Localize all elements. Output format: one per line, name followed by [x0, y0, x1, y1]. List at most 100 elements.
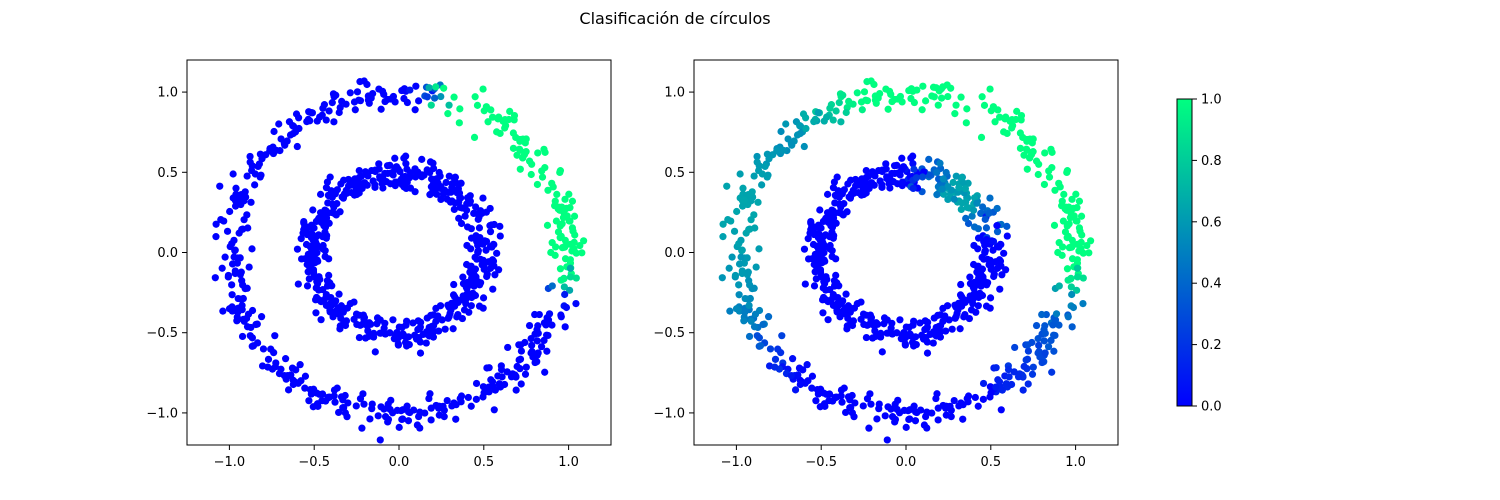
scatter-point: [974, 402, 982, 410]
scatter-point: [810, 282, 819, 290]
scatter-point: [916, 319, 924, 327]
scatter-point: [521, 370, 530, 378]
scatter-point: [752, 263, 760, 271]
scatter-point: [224, 271, 233, 280]
scatter-point: [365, 319, 373, 327]
scatter-point: [910, 402, 918, 410]
scatter-point: [566, 264, 574, 272]
scatter-point: [991, 118, 999, 126]
scatter-point: [251, 181, 259, 189]
scatter-point: [395, 423, 403, 431]
scatter-point: [506, 107, 514, 115]
scatter-point: [1013, 107, 1021, 115]
scatter-point: [432, 83, 440, 91]
scatter-point: [980, 101, 989, 109]
scatter-point: [422, 339, 430, 347]
scatter-point: [312, 309, 320, 317]
scatter-point: [723, 182, 731, 190]
scatter-point: [832, 255, 840, 263]
scatter-point: [824, 218, 832, 226]
scatter-point: [381, 97, 389, 106]
scatter-point: [979, 273, 987, 281]
scatter-point: [474, 247, 482, 255]
scatter-point: [810, 118, 818, 126]
scatter-point: [368, 400, 376, 408]
scatter-point: [750, 172, 758, 180]
scatter-point: [304, 250, 312, 258]
scatter-point: [848, 321, 857, 330]
scatter-point: [858, 106, 866, 114]
scatter-point: [417, 318, 425, 326]
x-tick-label: 1.0: [558, 455, 579, 470]
scatter-point: [335, 108, 343, 117]
scatter-point: [328, 99, 336, 107]
scatter-point: [1056, 183, 1064, 191]
scatter-point: [444, 110, 452, 118]
scatter-point: [962, 119, 970, 127]
scatter-point: [813, 386, 821, 394]
x-tick-label: 0.5: [473, 455, 494, 470]
scatter-point: [970, 260, 978, 269]
scatter-point: [944, 182, 952, 191]
scatter-point: [548, 239, 556, 247]
scatter-point: [441, 325, 449, 333]
scatter-point: [894, 396, 902, 404]
scatter-point: [509, 144, 518, 152]
scatter-point: [883, 436, 891, 444]
scatter-point: [280, 139, 288, 148]
scatter-point: [1069, 303, 1078, 312]
scatter-point: [1003, 222, 1011, 230]
scatter-point: [534, 329, 542, 337]
scatter-point: [929, 339, 937, 347]
scatter-point: [1068, 323, 1076, 331]
scatter-point: [445, 172, 453, 180]
scatter-point: [319, 104, 327, 112]
scatter-point: [531, 358, 539, 367]
scatter-point: [977, 133, 986, 141]
scatter-point: [1024, 341, 1032, 349]
scatter-point: [356, 78, 364, 86]
scatter-point: [237, 268, 245, 276]
scatter-point: [556, 222, 564, 230]
scatter-point: [361, 181, 370, 189]
scatter-point: [502, 121, 510, 130]
scatter-point: [403, 317, 411, 325]
scatter-point: [872, 319, 880, 327]
scatter-point: [351, 106, 359, 114]
scatter-point: [272, 146, 280, 154]
scatter-point: [910, 98, 918, 107]
scatter-point: [967, 306, 976, 314]
scatter-point: [455, 119, 463, 127]
scatter-point: [421, 409, 429, 417]
scatter-point: [842, 108, 850, 117]
scatter-point: [925, 155, 933, 163]
scatter-point: [881, 412, 889, 420]
scatter-point: [978, 93, 986, 101]
scatter-point: [418, 155, 426, 163]
scatter-point: [822, 273, 830, 281]
scatter-point: [309, 267, 318, 276]
scatter-point: [1040, 180, 1049, 189]
x-tick-label: −0.5: [805, 455, 837, 470]
scatter-point: [806, 229, 814, 237]
scatter-point: [412, 82, 420, 90]
scatter-point: [375, 160, 383, 168]
scatter-point: [338, 193, 346, 201]
scatter-point: [751, 310, 760, 318]
scatter-point: [1054, 248, 1062, 257]
scatter-point: [403, 98, 411, 107]
scatter-point: [240, 216, 248, 224]
scatter-point: [493, 249, 501, 257]
left-scatter-points: [211, 77, 588, 444]
scatter-point: [545, 310, 554, 318]
scatter-point: [981, 215, 989, 223]
scatter-point: [917, 406, 925, 414]
scatter-point: [256, 150, 265, 158]
scatter-point: [471, 93, 479, 101]
scatter-point: [240, 197, 248, 205]
scatter-point: [538, 173, 547, 181]
scatter-point: [993, 222, 1001, 230]
scatter-point: [240, 317, 248, 325]
scatter-point: [230, 236, 238, 244]
scatter-point: [355, 166, 363, 175]
